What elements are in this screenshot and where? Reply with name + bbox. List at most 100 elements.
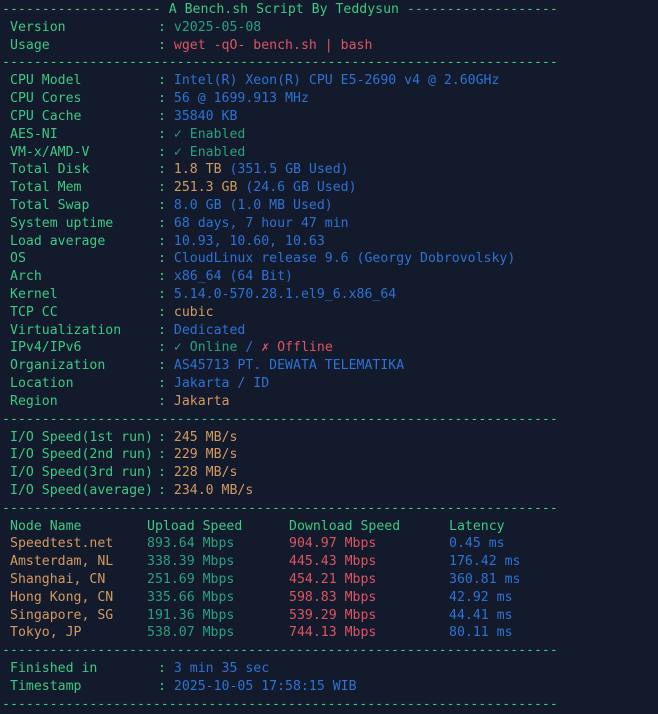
latency: 80.11 ms: [449, 625, 513, 641]
speedtest-row-hong-kong: Hong Kong, CN 335.66 Mbps 598.83 Mbps 42.92…: [2, 589, 658, 607]
upload-speed: 893.64 Mbps: [147, 536, 235, 552]
io-row-3rd-run: I/O Speed(3rd run): 228 MB/s: [2, 464, 658, 482]
speedtest-row-speedtest-net: Speedtest.net 893.64 Mbps 904.97 Mbps 0.45 …: [2, 535, 658, 553]
row-value: 251.3 GB: [173, 180, 238, 196]
row-colon: :: [158, 340, 166, 356]
info-row-version: Version: v2025-05-08: [2, 19, 658, 37]
row-value: 3 min 35 sec: [173, 661, 270, 677]
info-row-finished-in: Finished in: 3 min 35 sec: [2, 660, 658, 678]
separator-line: ----------------------------------------…: [2, 411, 558, 427]
row-colon: :: [158, 233, 166, 249]
row-label: AES-NI: [10, 126, 58, 142]
row-label: Finished in: [10, 661, 98, 677]
info-row-cpu-model: CPU Model: Intel(R) Xeon(R) CPU E5-2690 …: [2, 72, 658, 90]
info-row-os: OS: CloudLinux release 9.6 (Georgy Dobro…: [2, 250, 658, 268]
info-row-location: Location: Jakarta / ID: [2, 375, 658, 393]
row-label: I/O Speed(1st run): [10, 429, 153, 445]
separator-line: ----------------------------------------…: [2, 696, 558, 712]
row-value: Jakarta / ID: [173, 376, 270, 392]
row-value-detail: (24.6 GB Used): [245, 180, 357, 196]
row-label: Total Mem: [10, 180, 82, 196]
separator-line: ----------------------------------------…: [2, 500, 558, 516]
download-speed: 598.83 Mbps: [289, 589, 377, 605]
separator-line: ----------------------------------------…: [2, 643, 558, 659]
row-label: Total Disk: [10, 162, 90, 178]
row-colon: :: [158, 678, 166, 694]
row-value: Intel(R) Xeon(R) CPU E5-2690 v4 @ 2.60GH…: [173, 73, 500, 89]
node-name: Hong Kong, CN: [10, 589, 114, 605]
row-colon: :: [158, 91, 166, 107]
row-value: CloudLinux release 9.6 (Georgy Dobrovols…: [173, 251, 516, 267]
row-value: ✓ Enabled: [173, 144, 246, 160]
speedtest-header-row: Node Name Upload Speed Download Speed Laten…: [2, 518, 658, 536]
row-colon: :: [158, 465, 166, 481]
info-row-aes-ni: AES-NI: ✓ Enabled: [2, 126, 658, 144]
row-colon: :: [158, 322, 166, 338]
upload-speed: 338.39 Mbps: [147, 554, 235, 570]
row-value: 8.0 GB (1.0 MB Used): [173, 197, 333, 213]
row-label: Timestamp: [10, 678, 82, 694]
row-colon: :: [158, 393, 166, 409]
speedtest-row-shanghai: Shanghai, CN 251.69 Mbps 454.21 Mbps 360.81…: [2, 571, 658, 589]
row-label: I/O Speed(3rd run): [10, 465, 153, 481]
row-label: I/O Speed(average): [10, 482, 153, 498]
speedtest-row-singapore: Singapore, SG 191.36 Mbps 539.29 Mbps 44.41…: [2, 607, 658, 625]
row-label: Usage: [10, 37, 50, 53]
row-value: wget -qO- bench.sh | bash: [173, 37, 373, 53]
latency: 44.41 ms: [449, 607, 513, 623]
row-label: Version: [10, 19, 66, 35]
column-header-upload: Upload Speed: [147, 518, 243, 534]
row-value: 2025-10-05 17:58:15 WIB: [173, 678, 357, 694]
latency: 42.92 ms: [449, 589, 513, 605]
upload-speed: 335.66 Mbps: [147, 589, 235, 605]
row-value: x86_64 (64 Bit): [173, 269, 293, 285]
row-colon: :: [158, 269, 166, 285]
info-row-total-mem: Total Mem: 251.3 GB (24.6 GB Used): [2, 179, 658, 197]
row-colon: :: [158, 661, 166, 677]
row-value: 5.14.0-570.28.1.el9_6.x86_64: [173, 287, 397, 302]
row-colon: :: [158, 447, 166, 463]
node-name: Tokyo, JP: [10, 625, 82, 641]
download-speed: 904.97 Mbps: [289, 536, 377, 552]
info-row-cpu-cache: CPU Cache: 35840 KB: [2, 108, 658, 126]
upload-speed: 538.07 Mbps: [147, 625, 235, 641]
row-value: v2025-05-08: [173, 19, 262, 35]
info-row-total-swap: Total Swap: 8.0 GB (1.0 MB Used): [2, 197, 658, 215]
row-value: 229 MB/s: [173, 447, 238, 463]
row-label: Total Swap: [10, 197, 90, 213]
row-value: AS45713 PT. DEWATA TELEMATIKA: [173, 358, 405, 374]
row-colon: :: [158, 358, 166, 374]
download-speed: 445.43 Mbps: [289, 554, 377, 570]
row-label: CPU Cores: [10, 91, 82, 107]
latency: 360.81 ms: [449, 572, 521, 587]
row-value: ✓ Enabled: [173, 126, 246, 142]
banner-title: -------------------- A Bench.sh Script B…: [2, 2, 558, 17]
row-label: System uptime: [10, 215, 114, 231]
row-colon: :: [158, 144, 166, 160]
info-row-cpu-cores: CPU Cores: 56 @ 1699.913 MHz: [2, 90, 658, 108]
io-row-average: I/O Speed(average): 234.0 MB/s: [2, 482, 658, 500]
row-value: Dedicated: [173, 322, 246, 338]
node-name: Amsterdam, NL: [10, 554, 114, 570]
row-colon: :: [158, 126, 166, 142]
row-label: CPU Model: [10, 73, 82, 89]
row-label: OS: [10, 251, 26, 267]
row-label: IPv4/IPv6: [10, 340, 82, 356]
row-colon: :: [158, 19, 166, 35]
row-value: 245 MB/s: [173, 429, 238, 445]
download-speed: 744.13 Mbps: [289, 625, 377, 641]
speedtest-row-amsterdam: Amsterdam, NL 338.39 Mbps 445.43 Mbps 176.4…: [2, 553, 658, 571]
row-colon: :: [158, 251, 166, 267]
row-colon: :: [158, 215, 166, 231]
row-label: I/O Speed(2nd run): [10, 447, 153, 463]
row-label: Load average: [10, 233, 106, 249]
row-label: Organization: [10, 358, 106, 374]
info-row-usage: Usage: wget -qO- bench.sh | bash: [2, 37, 658, 55]
status-separator: /: [245, 340, 254, 356]
row-colon: :: [158, 37, 166, 53]
row-value-detail: (351.5 GB Used): [229, 162, 349, 178]
row-colon: :: [158, 304, 166, 320]
ipv4-status: ✓ Online: [173, 340, 238, 356]
latency: 176.42 ms: [449, 554, 521, 570]
